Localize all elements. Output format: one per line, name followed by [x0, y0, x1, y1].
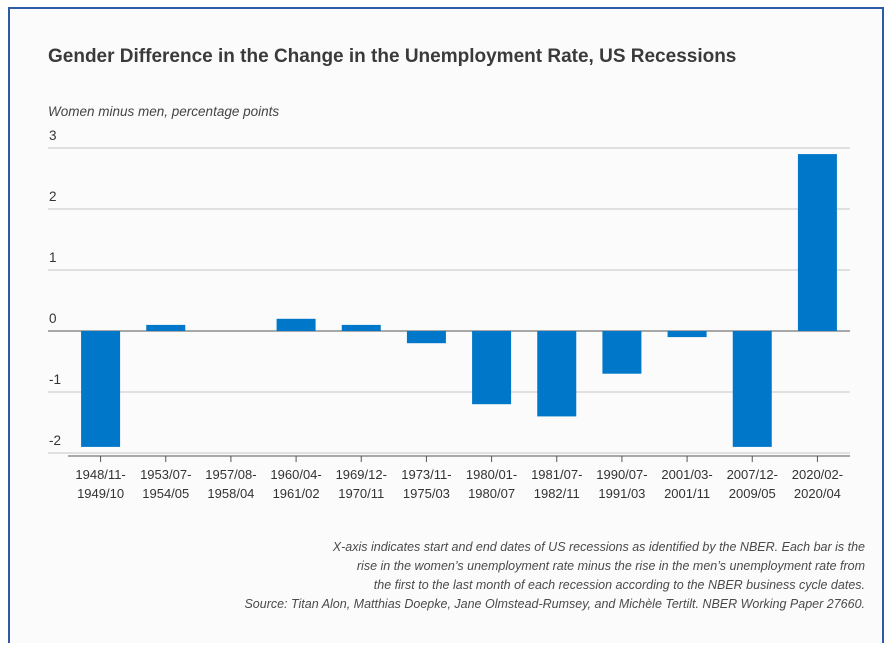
- bar: [602, 331, 642, 374]
- bar: [406, 331, 446, 344]
- x-tick-label: 1954/05: [142, 486, 189, 501]
- x-tick-label: 1991/03: [598, 486, 645, 501]
- bar: [537, 331, 577, 417]
- note-line-1: X-axis indicates start and end dates of …: [332, 540, 865, 554]
- x-tick-label: 1969/12-: [336, 467, 387, 482]
- x-tick-label: 1953/07-: [140, 467, 191, 482]
- chart-title: Gender Difference in the Change in the U…: [48, 46, 737, 67]
- bar: [667, 331, 707, 338]
- bar: [797, 154, 837, 331]
- x-tick-label: 2020/04: [794, 486, 841, 501]
- bar: [276, 318, 316, 331]
- x-tick-label: 2001/11: [664, 486, 710, 501]
- y-tick-label: -1: [49, 372, 61, 387]
- x-tick-label: 1975/03: [403, 486, 450, 501]
- note-line-2: rise in the women’s unemployment rate mi…: [356, 559, 865, 573]
- x-tick-label: 1958/04: [207, 486, 254, 501]
- y-tick-label: 0: [49, 311, 57, 326]
- x-tick-label: 1961/02: [273, 486, 320, 501]
- source-line: Source: Titan Alon, Matthias Doepke, Jan…: [244, 597, 865, 611]
- bar: [341, 324, 381, 331]
- chart-notes: X-axis indicates start and end dates of …: [45, 538, 865, 614]
- x-tick-label: 2020/02-: [792, 467, 843, 482]
- x-tick-label: 1982/11: [534, 486, 580, 501]
- bar: [146, 324, 186, 331]
- x-tick-label: 2009/05: [729, 486, 776, 501]
- note-line-3: the first to the last month of each rece…: [373, 578, 865, 592]
- x-tick-label: 1948/11-: [75, 467, 125, 482]
- y-tick-label: 3: [49, 128, 57, 143]
- x-tick-label: 2001/03-: [661, 467, 712, 482]
- y-axis-label: Women minus men, percentage points: [48, 104, 280, 119]
- x-tick-label: 1949/10: [77, 486, 124, 501]
- y-tick-label: -2: [49, 433, 61, 448]
- bar: [81, 331, 121, 447]
- x-tick-label: 1981/07-: [531, 467, 582, 482]
- x-tick-label: 1960/04-: [270, 467, 321, 482]
- x-tick-label: 1980/07: [468, 486, 515, 501]
- x-tick-label: 1970/11: [338, 486, 384, 501]
- y-tick-label: 2: [49, 189, 57, 204]
- bar: [472, 331, 512, 405]
- x-tick-label: 1957/08-: [205, 467, 256, 482]
- x-tick-label: 1973/11-: [401, 467, 451, 482]
- x-tick-label: 2007/12-: [727, 467, 778, 482]
- y-tick-label: 1: [49, 250, 57, 265]
- x-tick-label: 1990/07-: [596, 467, 647, 482]
- bar: [732, 331, 772, 447]
- x-tick-label: 1980/01-: [466, 467, 517, 482]
